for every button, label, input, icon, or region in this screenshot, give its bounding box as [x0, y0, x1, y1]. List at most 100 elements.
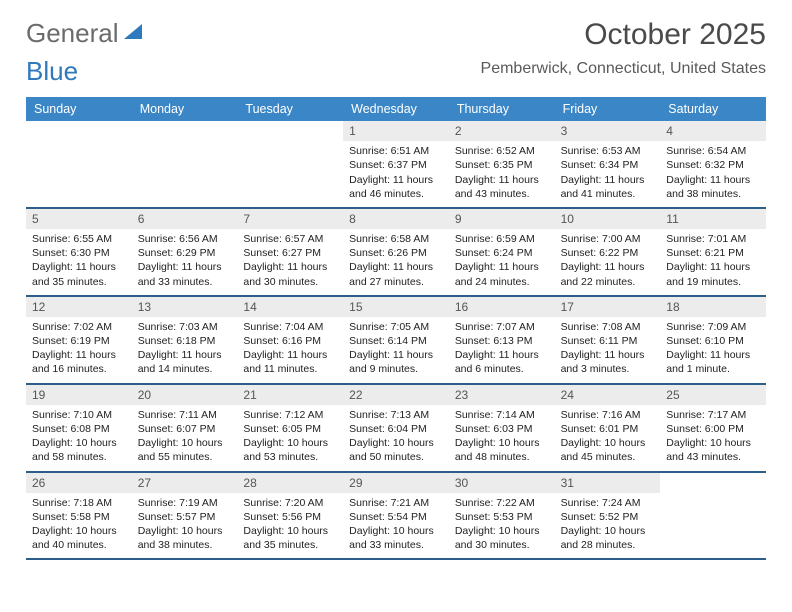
daylight-line: Daylight: 11 hours and 16 minutes. [32, 348, 126, 376]
day-number: 19 [26, 385, 132, 405]
sunset-line: Sunset: 6:03 PM [455, 422, 549, 436]
weekday-sunday: Sunday [26, 97, 132, 121]
day-number: 28 [237, 473, 343, 493]
sunset-line: Sunset: 6:10 PM [666, 334, 760, 348]
sunset-line: Sunset: 5:56 PM [243, 510, 337, 524]
sunset-line: Sunset: 6:01 PM [561, 422, 655, 436]
day-number: 1 [343, 121, 449, 141]
daylight-line: Daylight: 11 hours and 41 minutes. [561, 173, 655, 201]
daylight-line: Daylight: 11 hours and 24 minutes. [455, 260, 549, 288]
sunrise-line: Sunrise: 7:22 AM [455, 496, 549, 510]
day-number: 24 [555, 385, 661, 405]
daylight-line: Daylight: 11 hours and 3 minutes. [561, 348, 655, 376]
empty-cell [26, 121, 132, 207]
day-number: 16 [449, 297, 555, 317]
sunset-line: Sunset: 6:26 PM [349, 246, 443, 260]
daylight-line: Daylight: 10 hours and 58 minutes. [32, 436, 126, 464]
sunset-line: Sunset: 6:00 PM [666, 422, 760, 436]
day-number: 6 [132, 209, 238, 229]
sunrise-line: Sunrise: 7:13 AM [349, 408, 443, 422]
sunset-line: Sunset: 6:24 PM [455, 246, 549, 260]
daylight-line: Daylight: 11 hours and 43 minutes. [455, 173, 549, 201]
sunrise-line: Sunrise: 7:21 AM [349, 496, 443, 510]
sunrise-line: Sunrise: 7:03 AM [138, 320, 232, 334]
day-cell: 9 Sunrise: 6:59 AMSunset: 6:24 PMDaylight… [449, 209, 555, 295]
sunset-line: Sunset: 6:27 PM [243, 246, 337, 260]
calendar-page: General October 2025 Pemberwick, Connect… [0, 0, 792, 560]
weeks: 1Sunrise: 6:51 AMSunset: 6:37 PMDaylight… [26, 121, 766, 560]
sunset-line: Sunset: 6:08 PM [32, 422, 126, 436]
sunset-line: Sunset: 6:05 PM [243, 422, 337, 436]
daylight-line: Daylight: 10 hours and 50 minutes. [349, 436, 443, 464]
sunset-line: Sunset: 6:13 PM [455, 334, 549, 348]
weekday-friday: Friday [555, 97, 661, 121]
day-cell: 26Sunrise: 7:18 AMSunset: 5:58 PMDayligh… [26, 473, 132, 559]
sunrise-line: Sunrise: 6:52 AM [455, 144, 549, 158]
sunrise-line: Sunrise: 6:53 AM [561, 144, 655, 158]
week-row: 1Sunrise: 6:51 AMSunset: 6:37 PMDaylight… [26, 121, 766, 209]
day-cell: 23Sunrise: 7:14 AMSunset: 6:03 PMDayligh… [449, 385, 555, 471]
day-number: 8 [343, 209, 449, 229]
empty-cell [132, 121, 238, 207]
day-number: 10 [555, 209, 661, 229]
day-cell: 30Sunrise: 7:22 AMSunset: 5:53 PMDayligh… [449, 473, 555, 559]
day-cell: 15Sunrise: 7:05 AMSunset: 6:14 PMDayligh… [343, 297, 449, 383]
sunset-line: Sunset: 6:32 PM [666, 158, 760, 172]
day-cell: 6 Sunrise: 6:56 AMSunset: 6:29 PMDaylight… [132, 209, 238, 295]
day-number: 15 [343, 297, 449, 317]
weekday-wednesday: Wednesday [343, 97, 449, 121]
day-cell: 2Sunrise: 6:52 AMSunset: 6:35 PMDaylight… [449, 121, 555, 207]
sunset-line: Sunset: 6:16 PM [243, 334, 337, 348]
daylight-line: Daylight: 11 hours and 9 minutes. [349, 348, 443, 376]
day-cell: 5Sunrise: 6:55 AMSunset: 6:30 PMDaylight… [26, 209, 132, 295]
sunset-line: Sunset: 6:18 PM [138, 334, 232, 348]
day-cell: 29Sunrise: 7:21 AMSunset: 5:54 PMDayligh… [343, 473, 449, 559]
day-number: 7 [237, 209, 343, 229]
daylight-line: Daylight: 10 hours and 33 minutes. [349, 524, 443, 552]
sunrise-line: Sunrise: 6:59 AM [455, 232, 549, 246]
daylight-line: Daylight: 11 hours and 19 minutes. [666, 260, 760, 288]
sunset-line: Sunset: 6:30 PM [32, 246, 126, 260]
daylight-line: Daylight: 10 hours and 53 minutes. [243, 436, 337, 464]
empty-cell [237, 121, 343, 207]
logo-word-1: General [26, 18, 119, 49]
sunset-line: Sunset: 6:11 PM [561, 334, 655, 348]
sunset-line: Sunset: 5:54 PM [349, 510, 443, 524]
day-cell: 19 Sunrise: 7:10 AMSunset: 6:08 PMDayligh… [26, 385, 132, 471]
day-number: 22 [343, 385, 449, 405]
sunrise-line: Sunrise: 6:58 AM [349, 232, 443, 246]
day-cell: 18Sunrise: 7:09 AMSunset: 6:10 PMDayligh… [660, 297, 766, 383]
sunset-line: Sunset: 5:57 PM [138, 510, 232, 524]
sunset-line: Sunset: 6:21 PM [666, 246, 760, 260]
daylight-line: Daylight: 10 hours and 43 minutes. [666, 436, 760, 464]
day-number: 5 [26, 209, 132, 229]
daylight-line: Daylight: 11 hours and 30 minutes. [243, 260, 337, 288]
sunrise-line: Sunrise: 6:57 AM [243, 232, 337, 246]
day-number: 31 [555, 473, 661, 493]
daylight-line: Daylight: 10 hours and 48 minutes. [455, 436, 549, 464]
daylight-line: Daylight: 11 hours and 33 minutes. [138, 260, 232, 288]
day-cell: 22 Sunrise: 7:13 AMSunset: 6:04 PMDayligh… [343, 385, 449, 471]
daylight-line: Daylight: 11 hours and 6 minutes. [455, 348, 549, 376]
logo: General [26, 18, 144, 49]
sunrise-line: Sunrise: 6:56 AM [138, 232, 232, 246]
daylight-line: Daylight: 11 hours and 35 minutes. [32, 260, 126, 288]
sunrise-line: Sunrise: 7:02 AM [32, 320, 126, 334]
day-number: 14 [237, 297, 343, 317]
day-number: 26 [26, 473, 132, 493]
sunset-line: Sunset: 6:34 PM [561, 158, 655, 172]
sunset-line: Sunset: 6:19 PM [32, 334, 126, 348]
daylight-line: Daylight: 11 hours and 11 minutes. [243, 348, 337, 376]
sunset-line: Sunset: 6:29 PM [138, 246, 232, 260]
sunset-line: Sunset: 6:22 PM [561, 246, 655, 260]
day-cell: 17Sunrise: 7:08 AMSunset: 6:11 PMDayligh… [555, 297, 661, 383]
day-number: 27 [132, 473, 238, 493]
weekday-saturday: Saturday [660, 97, 766, 121]
day-number: 9 [449, 209, 555, 229]
sunrise-line: Sunrise: 7:10 AM [32, 408, 126, 422]
page-title: October 2025 [481, 18, 766, 52]
day-number: 30 [449, 473, 555, 493]
sunrise-line: Sunrise: 7:05 AM [349, 320, 443, 334]
title-block: October 2025 Pemberwick, Connecticut, Un… [481, 18, 766, 78]
sunset-line: Sunset: 6:04 PM [349, 422, 443, 436]
